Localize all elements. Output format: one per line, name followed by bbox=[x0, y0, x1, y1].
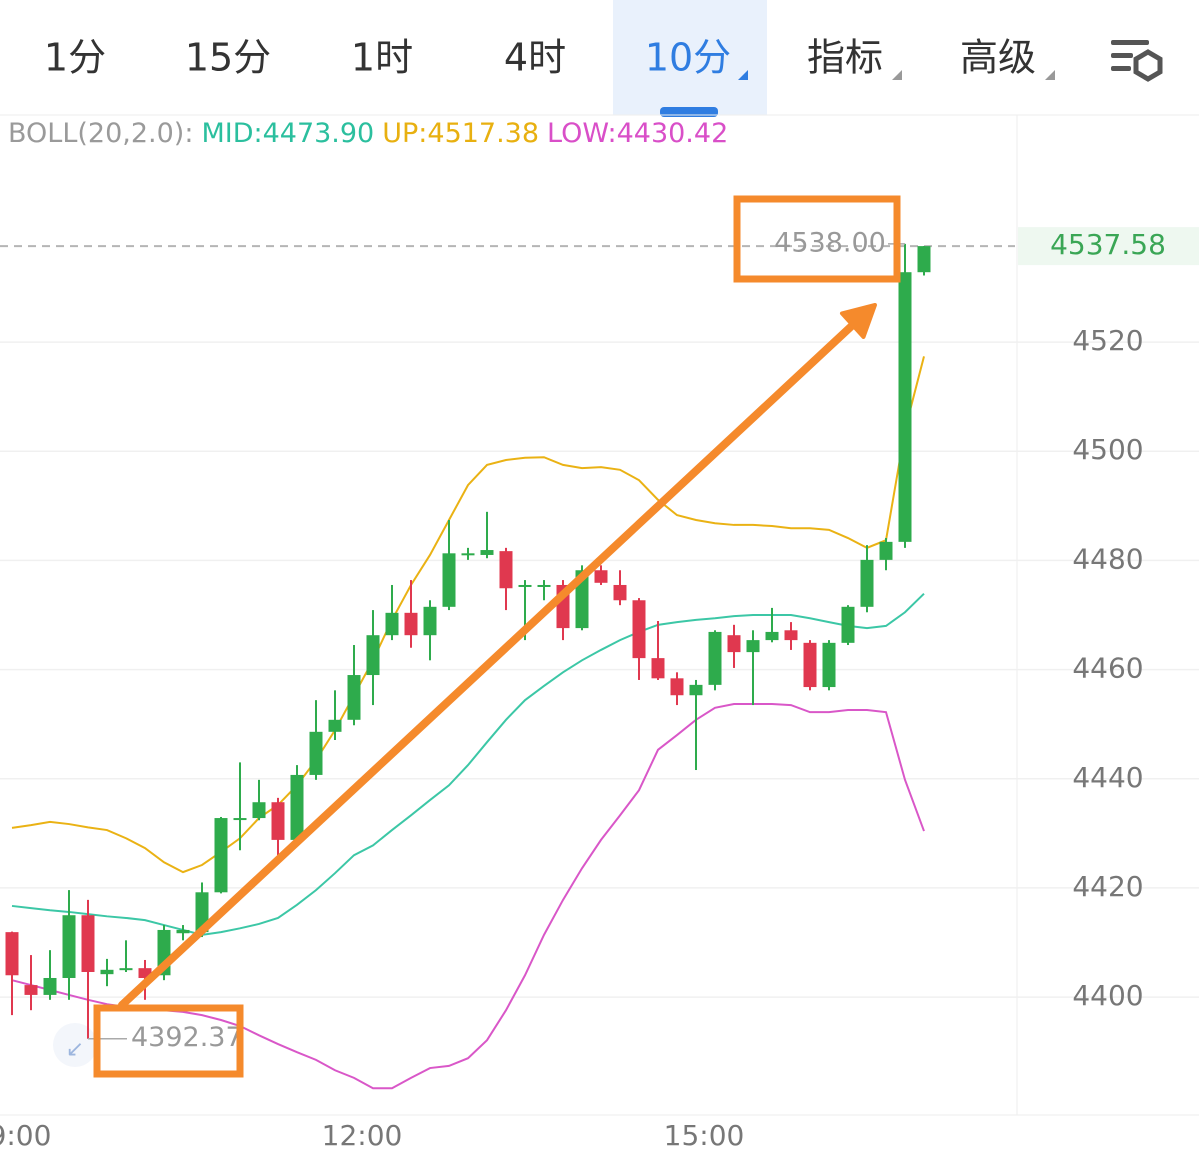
candle-body bbox=[138, 968, 152, 978]
candle-body bbox=[81, 915, 95, 972]
trend-arrowhead bbox=[840, 303, 877, 339]
last-price-box bbox=[1018, 227, 1199, 266]
settings-icon[interactable] bbox=[1111, 40, 1163, 82]
candle-body bbox=[100, 969, 114, 975]
candle-body bbox=[461, 553, 475, 556]
tab[interactable]: 1时 bbox=[351, 36, 413, 80]
candle-body bbox=[252, 802, 266, 819]
candle-body bbox=[119, 968, 133, 971]
candle-body bbox=[841, 606, 855, 643]
candle-body bbox=[233, 818, 247, 821]
icon-bar bbox=[1111, 40, 1149, 45]
x-tick-label: 15:00 bbox=[664, 1119, 745, 1152]
trend-arrow bbox=[118, 317, 861, 1009]
tab[interactable]: 4时 bbox=[504, 36, 566, 80]
candle-body bbox=[537, 584, 551, 587]
candle-body bbox=[879, 541, 893, 560]
candle-body bbox=[442, 553, 456, 607]
candle-body bbox=[328, 719, 342, 732]
candle-body bbox=[708, 631, 722, 685]
tab[interactable]: 高级 bbox=[960, 36, 1036, 80]
indicator-header: BOLL(20,2.0): MID:4473.90 UP:4517.38 LOW:44… bbox=[8, 118, 728, 149]
candle-body bbox=[62, 915, 76, 978]
candle-body bbox=[480, 550, 494, 555]
boll-line bbox=[11, 356, 925, 874]
candle-body bbox=[822, 642, 836, 688]
y-tick-label: 4420 bbox=[1072, 870, 1143, 903]
y-tick-label: 4520 bbox=[1072, 324, 1143, 357]
candle-body bbox=[746, 640, 760, 653]
candle-body bbox=[689, 684, 703, 696]
candle-body bbox=[803, 642, 817, 688]
dropdown-caret bbox=[892, 70, 902, 80]
tab-active[interactable]: 10分 bbox=[645, 36, 731, 80]
icon-hex bbox=[1133, 49, 1163, 82]
highlight-box bbox=[733, 195, 901, 283]
candle-body bbox=[499, 551, 513, 589]
y-tick-label: 4440 bbox=[1072, 761, 1143, 794]
candle-body bbox=[765, 631, 779, 641]
active-tab-bg bbox=[613, 0, 767, 115]
candle-body bbox=[5, 932, 19, 976]
dropdown-caret bbox=[738, 70, 748, 80]
reset-button[interactable] bbox=[53, 1023, 97, 1067]
candle-body bbox=[860, 559, 874, 607]
low-marker-label: 4392.37 bbox=[131, 1022, 243, 1053]
indicator-value: LOW:4430.42 bbox=[547, 118, 728, 149]
candle-body bbox=[366, 635, 380, 676]
candle-body bbox=[784, 630, 798, 641]
candle-body bbox=[594, 570, 608, 583]
indicator-value: UP:4517.38 bbox=[382, 118, 539, 149]
indicator-value: MID:4473.90 bbox=[201, 118, 374, 149]
tab[interactable]: 1分 bbox=[44, 36, 106, 80]
candle-body bbox=[917, 246, 931, 273]
highlight-box bbox=[93, 1004, 244, 1078]
tab[interactable]: 指标 bbox=[807, 36, 883, 80]
candle-body bbox=[898, 272, 912, 542]
high-marker-label: 4538.00 bbox=[774, 227, 886, 258]
reset-icon: ↙ bbox=[66, 1037, 84, 1062]
candle-body bbox=[176, 929, 190, 934]
y-tick-label: 4500 bbox=[1072, 433, 1143, 466]
candle-body bbox=[385, 612, 399, 636]
candle-body bbox=[613, 584, 627, 601]
candle-body bbox=[632, 600, 646, 659]
candle-body bbox=[423, 606, 437, 636]
candle-body bbox=[651, 658, 665, 679]
indicator-label: BOLL(20,2.0): bbox=[8, 118, 193, 149]
dropdown-caret bbox=[1045, 70, 1055, 80]
candle-body bbox=[43, 977, 57, 995]
candle-body bbox=[24, 985, 38, 995]
x-tick-label: 12:00 bbox=[322, 1119, 403, 1152]
y-tick-label: 4460 bbox=[1072, 652, 1143, 685]
y-tick-label: 4400 bbox=[1072, 979, 1143, 1012]
y-tick-label: 4480 bbox=[1072, 542, 1143, 575]
candle-body bbox=[214, 818, 228, 893]
icon-bar bbox=[1111, 66, 1131, 71]
last-price-label: 4537.58 bbox=[1050, 228, 1166, 261]
tab[interactable]: 15分 bbox=[185, 36, 271, 80]
candle-body bbox=[347, 675, 361, 720]
candle-body bbox=[670, 678, 684, 696]
candle-body bbox=[271, 802, 285, 840]
x-tick-label: 9:00 bbox=[0, 1119, 51, 1152]
icon-bar bbox=[1111, 53, 1133, 58]
candle-body bbox=[290, 774, 304, 840]
candle-body bbox=[727, 635, 741, 653]
candle-body bbox=[518, 584, 532, 587]
candle-body bbox=[309, 731, 323, 775]
candle-body bbox=[404, 612, 418, 636]
